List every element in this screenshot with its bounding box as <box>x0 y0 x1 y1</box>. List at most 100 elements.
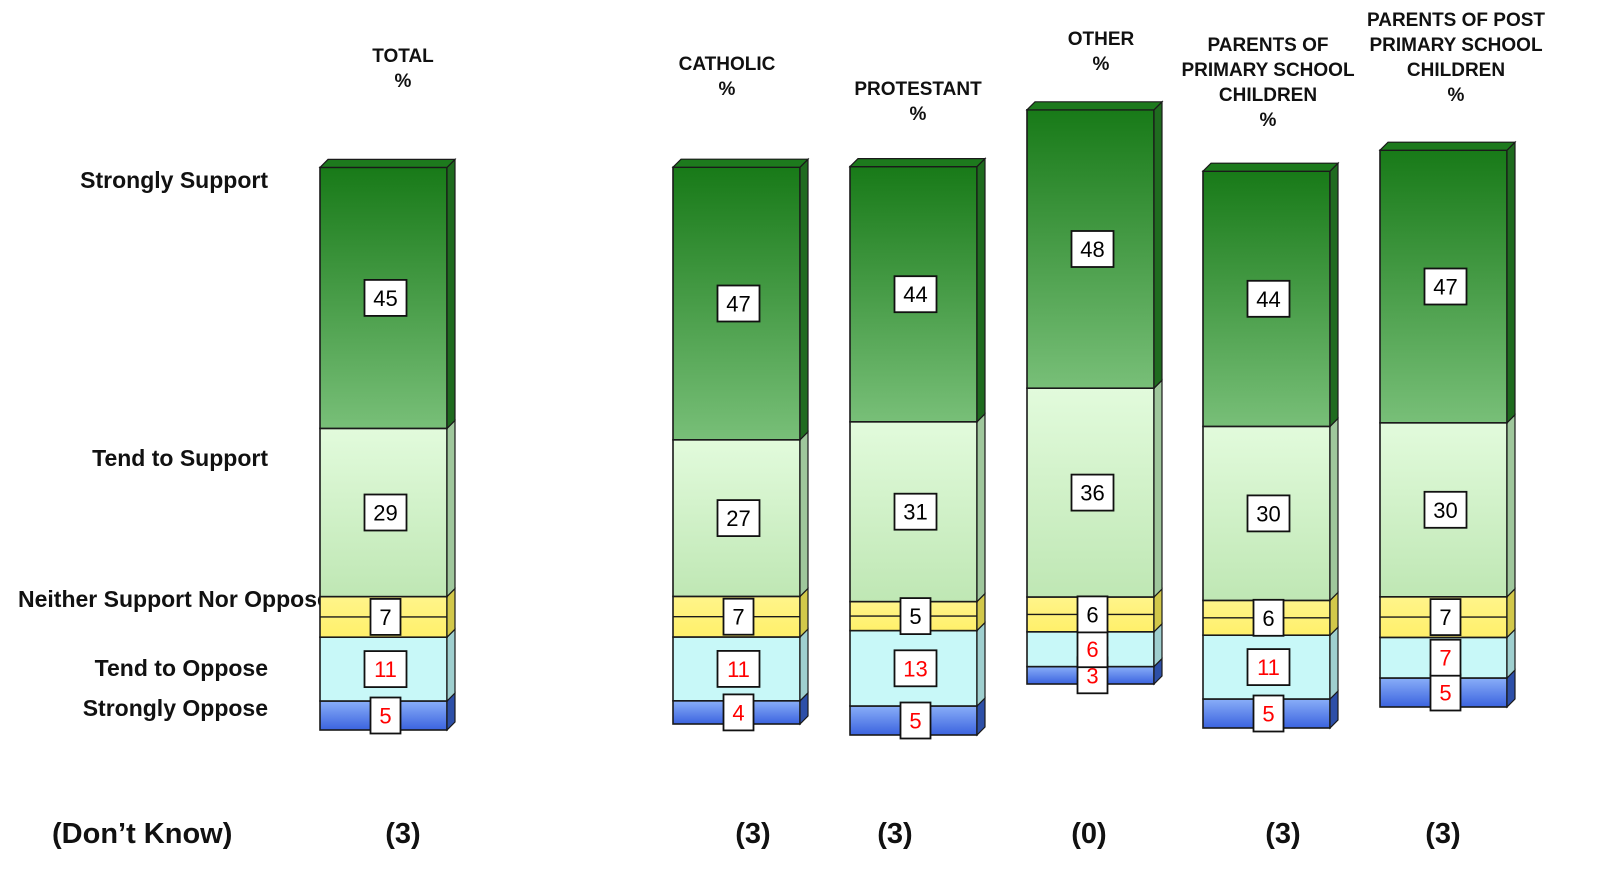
bar-4 <box>1201 161 1340 730</box>
value-label-box <box>722 693 755 732</box>
bar-side-tend-to-oppose <box>446 627 456 703</box>
value-label-box <box>1246 279 1291 318</box>
bar-side-tend-to-support <box>446 418 456 599</box>
category-header-line: CHILDREN <box>1218 85 1318 106</box>
value-label-box <box>1423 267 1468 306</box>
value-label-box <box>1429 598 1462 636</box>
value-label-box <box>893 492 938 531</box>
value-label-text: 27 <box>726 506 750 531</box>
dont-know-value-1: (3) <box>735 818 771 850</box>
value-label-text: 7 <box>732 605 744 630</box>
value-label-box <box>1246 494 1291 533</box>
dont-know-value-5: (3) <box>1425 818 1461 850</box>
value-label-box <box>1070 230 1115 268</box>
category-header-line: % <box>1092 54 1110 75</box>
value-label-box <box>369 696 402 735</box>
value-label-tend-to-oppose: 11 <box>1246 648 1291 686</box>
value-label-text: 5 <box>379 704 391 729</box>
value-label-text: 5 <box>1262 702 1274 727</box>
bar-side-strongly-support <box>976 157 986 424</box>
value-label-text: 48 <box>1080 237 1104 262</box>
value-label-neither: 6 <box>1076 595 1109 634</box>
value-label-tend-to-oppose: 13 <box>893 649 938 688</box>
category-header-line: % <box>1447 85 1465 106</box>
value-label-box <box>716 499 761 538</box>
bar-side-strongly-support <box>1329 161 1339 428</box>
bar-2 <box>848 157 987 737</box>
category-header-line: % <box>394 71 412 92</box>
category-header-0: TOTAL% <box>293 44 513 94</box>
value-label-text: 44 <box>1256 287 1280 312</box>
category-header-2: PROTESTANT% <box>808 77 1028 127</box>
value-labels: 5117294541172747513531443663648511630445… <box>363 230 1468 740</box>
value-label-text: 47 <box>726 292 750 317</box>
value-label-box <box>899 597 932 635</box>
value-label-text: 30 <box>1256 501 1280 526</box>
value-label-text: 11 <box>374 657 397 682</box>
value-label-strongly-oppose: 5 <box>1252 694 1285 733</box>
value-label-text: 6 <box>1086 637 1098 662</box>
value-label-box <box>1246 648 1291 686</box>
value-label-text: 7 <box>1439 605 1451 630</box>
bar-0 <box>318 157 457 732</box>
value-label-neither: 7 <box>369 598 402 636</box>
value-label-box <box>369 598 402 636</box>
category-header-4: PARENTS OF PRIMARY SCHOOL CHILDREN% <box>1158 33 1378 133</box>
bar-top-face <box>1201 162 1340 172</box>
value-label-tend-to-support: 30 <box>1246 494 1291 533</box>
category-header-line: PARENTS OF <box>1207 35 1329 56</box>
bar-top-face <box>1025 101 1164 111</box>
value-label-text: 4 <box>732 700 744 725</box>
bar-side-tend-to-support <box>976 412 986 604</box>
value-label-tend-to-support: 36 <box>1070 473 1115 512</box>
value-label-strongly-oppose: 5 <box>369 696 402 735</box>
category-header-line: % <box>909 104 927 125</box>
value-label-strongly-oppose: 4 <box>722 693 755 732</box>
bar-side-tend-to-support <box>1153 378 1163 599</box>
value-label-text: 7 <box>1439 646 1451 671</box>
category-header-1: CATHOLIC% <box>617 52 837 102</box>
value-label-text: 5 <box>909 709 921 734</box>
dont-know-value-3: (0) <box>1071 818 1107 850</box>
value-label-box <box>1423 490 1468 529</box>
bar-top-face <box>1378 141 1517 151</box>
value-label-tend-to-oppose: 6 <box>1076 630 1109 669</box>
value-label-box <box>1429 673 1462 712</box>
value-label-neither: 7 <box>1429 598 1462 636</box>
value-label-strongly-support: 45 <box>363 278 408 317</box>
bar-side-tend-to-oppose <box>1329 625 1339 701</box>
bar-1 <box>671 157 810 726</box>
category-header-line: PROTESTANT <box>854 79 982 100</box>
value-label-text: 7 <box>379 605 391 630</box>
value-label-tend-to-oppose: 11 <box>363 650 408 688</box>
value-label-tend-to-support: 30 <box>1423 490 1468 529</box>
bar-side-strongly-support <box>1506 140 1516 425</box>
value-label-box <box>716 650 761 688</box>
bar-side-strongly-support <box>446 157 456 430</box>
dont-know-label: (Don’t Know) <box>52 818 233 850</box>
value-label-strongly-support: 47 <box>1423 267 1468 306</box>
value-label-tend-to-support: 27 <box>716 499 761 538</box>
value-label-neither: 5 <box>899 597 932 635</box>
value-label-box <box>722 597 755 636</box>
value-label-strongly-support: 48 <box>1070 230 1115 268</box>
value-label-text: 36 <box>1080 481 1104 506</box>
value-label-box <box>1076 595 1109 634</box>
dont-know-value-2: (3) <box>877 818 913 850</box>
value-label-box <box>1076 630 1109 669</box>
bar-side-tend-to-support <box>799 430 809 598</box>
value-label-strongly-support: 47 <box>716 284 761 323</box>
bar-side-strongly-support <box>799 157 809 442</box>
value-label-text: 45 <box>373 286 397 311</box>
value-label-text: 6 <box>1262 606 1274 631</box>
bar-top-face <box>671 158 810 168</box>
category-header-line: CATHOLIC <box>678 54 776 75</box>
value-label-neither: 6 <box>1252 598 1285 637</box>
bar-5 <box>1378 140 1517 709</box>
category-header-line: TOTAL <box>372 46 434 67</box>
value-label-box <box>363 493 408 532</box>
category-header-line: CHILDREN <box>1406 60 1506 81</box>
value-label-text: 13 <box>903 656 927 681</box>
value-label-text: 31 <box>903 500 927 525</box>
